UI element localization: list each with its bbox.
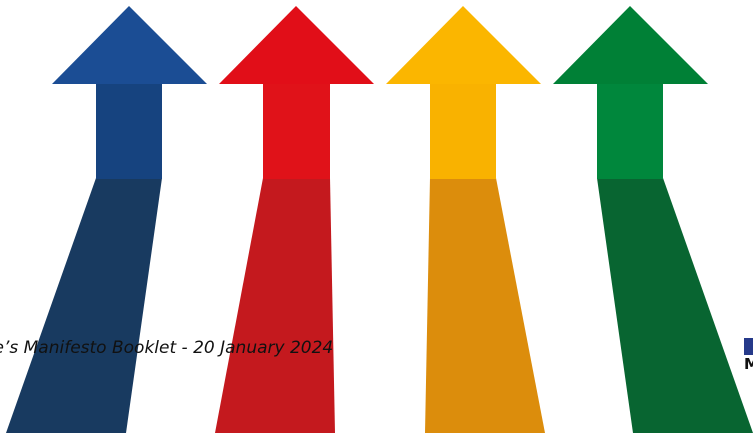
arrow-yellow-shaft <box>430 83 496 179</box>
arrow-green-head <box>553 6 708 84</box>
arrow-blue <box>6 6 207 433</box>
logo-fragment: M <box>743 338 753 371</box>
arrow-yellow-head <box>386 6 541 84</box>
arrow-blue-path <box>6 178 162 433</box>
footer-caption: ple’s Manifesto Booklet - 20 January 202… <box>0 338 334 358</box>
arrow-green-shaft <box>597 83 663 179</box>
logo-glyph: M <box>744 355 753 372</box>
logo-bar <box>744 338 753 355</box>
arrow-yellow <box>386 6 545 433</box>
arrow-red-path <box>215 178 335 433</box>
arrow-blue-head <box>52 6 207 84</box>
arrow-red <box>215 6 374 433</box>
arrow-red-shaft <box>263 83 330 179</box>
arrow-green-path <box>597 178 753 433</box>
arrow-blue-shaft <box>96 83 162 179</box>
arrow-red-head <box>219 6 374 84</box>
arrow-yellow-path <box>425 178 545 433</box>
arrow-green <box>553 6 753 433</box>
